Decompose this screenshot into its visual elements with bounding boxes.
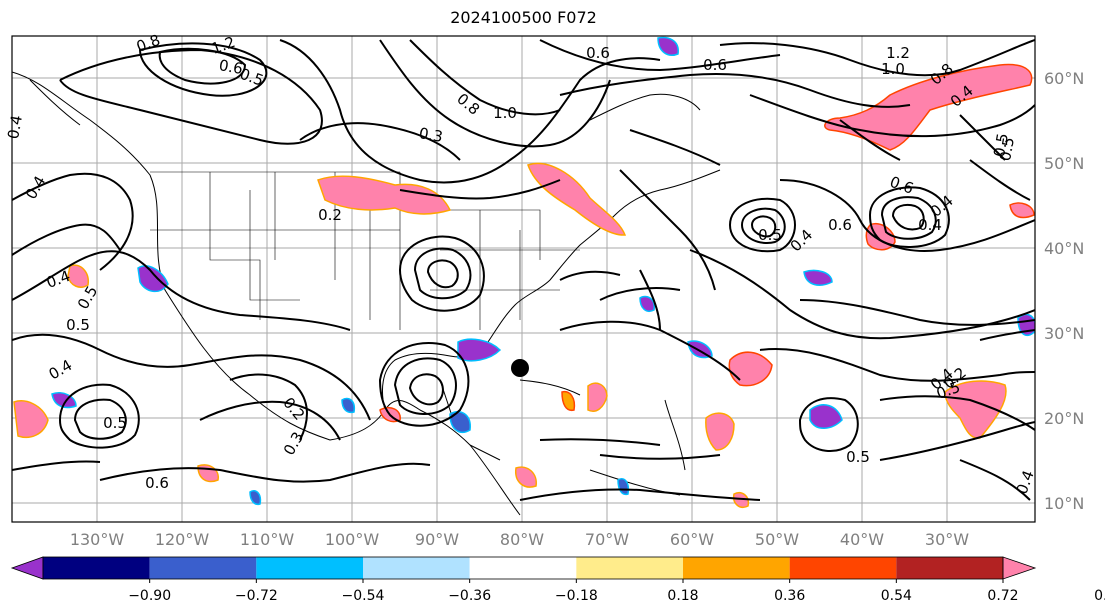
colorbar-outline <box>42 556 1004 580</box>
contour-value-label: 0.6 <box>828 216 852 234</box>
state-borders <box>150 171 580 330</box>
latitude-tick-label: 30°N <box>1044 324 1084 343</box>
contour-value-label: 0.4 <box>22 173 50 203</box>
colorbar-max-extend <box>1002 556 1037 580</box>
contour-value-label: 0.3 <box>418 124 445 146</box>
colorbar-tick-label: 0.18 <box>667 588 698 604</box>
longitude-tick-label: 110°W <box>240 530 295 549</box>
contour-value-label: 1.0 <box>881 60 905 78</box>
colorbar-segment <box>576 557 683 579</box>
longitude-tick-label: 50°W <box>755 530 799 549</box>
fill-red-region <box>561 390 576 412</box>
colorbar: −0.90 −0.72 −0.54 −0.36 −0.18 0.18 0.36 0.54 0.7… <box>10 556 1105 604</box>
contour-labels: 1.20.80.50.40.61.21.0 0.80.40.50.40.30.60… <box>4 31 1038 497</box>
longitude-tick-label: 80°W <box>500 530 544 549</box>
colorbar-segment <box>256 557 363 579</box>
map-title: 2024100500 F072 <box>450 8 597 27</box>
latitude-tick-label: 60°N <box>1044 69 1084 88</box>
contour-value-label: 0.6 <box>218 56 245 78</box>
fill-purple-region <box>457 338 502 362</box>
longitude-tick-label: 130°W <box>70 530 125 549</box>
latitude-tick-label: 20°N <box>1044 409 1084 428</box>
fill-pink-region <box>67 264 89 288</box>
latitude-tick-label: 50°N <box>1044 154 1084 173</box>
fill-pink-region <box>527 162 627 236</box>
longitude-tick-label: 30°W <box>925 530 969 549</box>
contour-value-label: 1.2 <box>886 44 910 62</box>
colorbar-tick-label: −0.54 <box>342 588 385 604</box>
colorbar-tick-label: 0.36 <box>774 588 805 604</box>
contour-value-label: 0.4 <box>787 226 817 256</box>
fill-pink-region <box>824 63 1033 151</box>
fill-pink-region <box>515 466 537 488</box>
latitude-tick-label: 10°N <box>1044 494 1084 513</box>
contour-value-label: 0.4 <box>4 114 26 141</box>
longitude-tick-label: 100°W <box>325 530 380 549</box>
colorbar-tick-label: −0.72 <box>235 588 278 604</box>
colorbar-tick-label: −0.90 <box>128 588 171 604</box>
fill-purple-region <box>617 478 630 496</box>
fill-purple-region <box>137 265 169 293</box>
contour-value-label: 0.2 <box>318 206 342 224</box>
longitude-tick-label: 120°W <box>155 530 210 549</box>
contour-value-label: 0.4 <box>918 216 942 234</box>
colorbar-segment <box>363 557 470 579</box>
colorbar-segment <box>683 557 790 579</box>
colorbar-segment <box>43 557 150 579</box>
contour-value-label: 1.0 <box>493 104 517 122</box>
contour-value-label: 0.4 <box>1013 468 1038 497</box>
longitude-axis: 130°W 120°W 110°W 100°W 90°W 80°W 70°W 60°W 50°W… <box>70 530 969 549</box>
contour-lines <box>12 39 1035 501</box>
fill-purple-region <box>341 397 356 414</box>
latitude-axis: 60°N 50°N 40°N 30°N 20°N 10°N <box>1044 69 1084 513</box>
contour-value-label: 0.5 <box>66 316 90 334</box>
longitude-tick-label: 90°W <box>415 530 459 549</box>
fill-pink-region <box>587 382 608 412</box>
colorbar-min-extend <box>10 556 44 580</box>
latitude-tick-label: 40°N <box>1044 239 1084 258</box>
fill-pink-region <box>732 492 750 508</box>
colorbar-segment <box>149 557 257 579</box>
colorbar-segment <box>469 557 577 579</box>
contour-value-label: 0.4 <box>46 356 76 384</box>
colorbar-segment <box>789 557 897 579</box>
contour-value-label: 0.6 <box>145 474 169 492</box>
contour-value-label: 0.6 <box>703 56 727 74</box>
fill-purple-region <box>657 36 679 56</box>
longitude-tick-label: 60°W <box>670 530 714 549</box>
contour-value-label: 0.5 <box>758 226 782 244</box>
anomaly-fills <box>13 36 1035 508</box>
colorbar-tick-label: 0.72 <box>987 588 1018 604</box>
fill-pink-region <box>13 400 49 439</box>
map-frame <box>11 35 1036 523</box>
colorbar-tick-label: −0.18 <box>555 588 598 604</box>
fill-purple-region <box>249 490 262 506</box>
fill-pink-region <box>728 351 773 387</box>
longitude-tick-label: 40°W <box>840 530 884 549</box>
colorbar-segment <box>896 557 1003 579</box>
fill-purple-region <box>639 295 655 312</box>
contour-value-label: 0.6 <box>887 173 916 198</box>
fill-pink-region <box>705 412 735 451</box>
contour-value-label: 0.4 <box>44 267 73 292</box>
contour-value-label: 0.5 <box>996 136 1018 163</box>
contour-value-label: 0.5 <box>990 132 1012 159</box>
colorbar-tick-label: 0.90 <box>1094 588 1105 604</box>
colorbar-tick-label: −0.36 <box>448 588 491 604</box>
map-area <box>12 36 1035 522</box>
fill-purple-region <box>803 269 833 286</box>
contour-value-label: 0.6 <box>586 44 610 62</box>
longitude-tick-label: 70°W <box>585 530 629 549</box>
contour-value-label: 0.5 <box>103 414 127 432</box>
fill-pink-region <box>317 175 452 215</box>
storm-center-marker <box>511 359 529 377</box>
fill-pink-region <box>1009 202 1035 219</box>
colorbar-tick-label: 0.54 <box>881 588 912 604</box>
fill-purple-region <box>809 404 843 429</box>
contour-value-label: 0.8 <box>453 90 483 119</box>
contour-value-label: 0.5 <box>846 448 870 466</box>
